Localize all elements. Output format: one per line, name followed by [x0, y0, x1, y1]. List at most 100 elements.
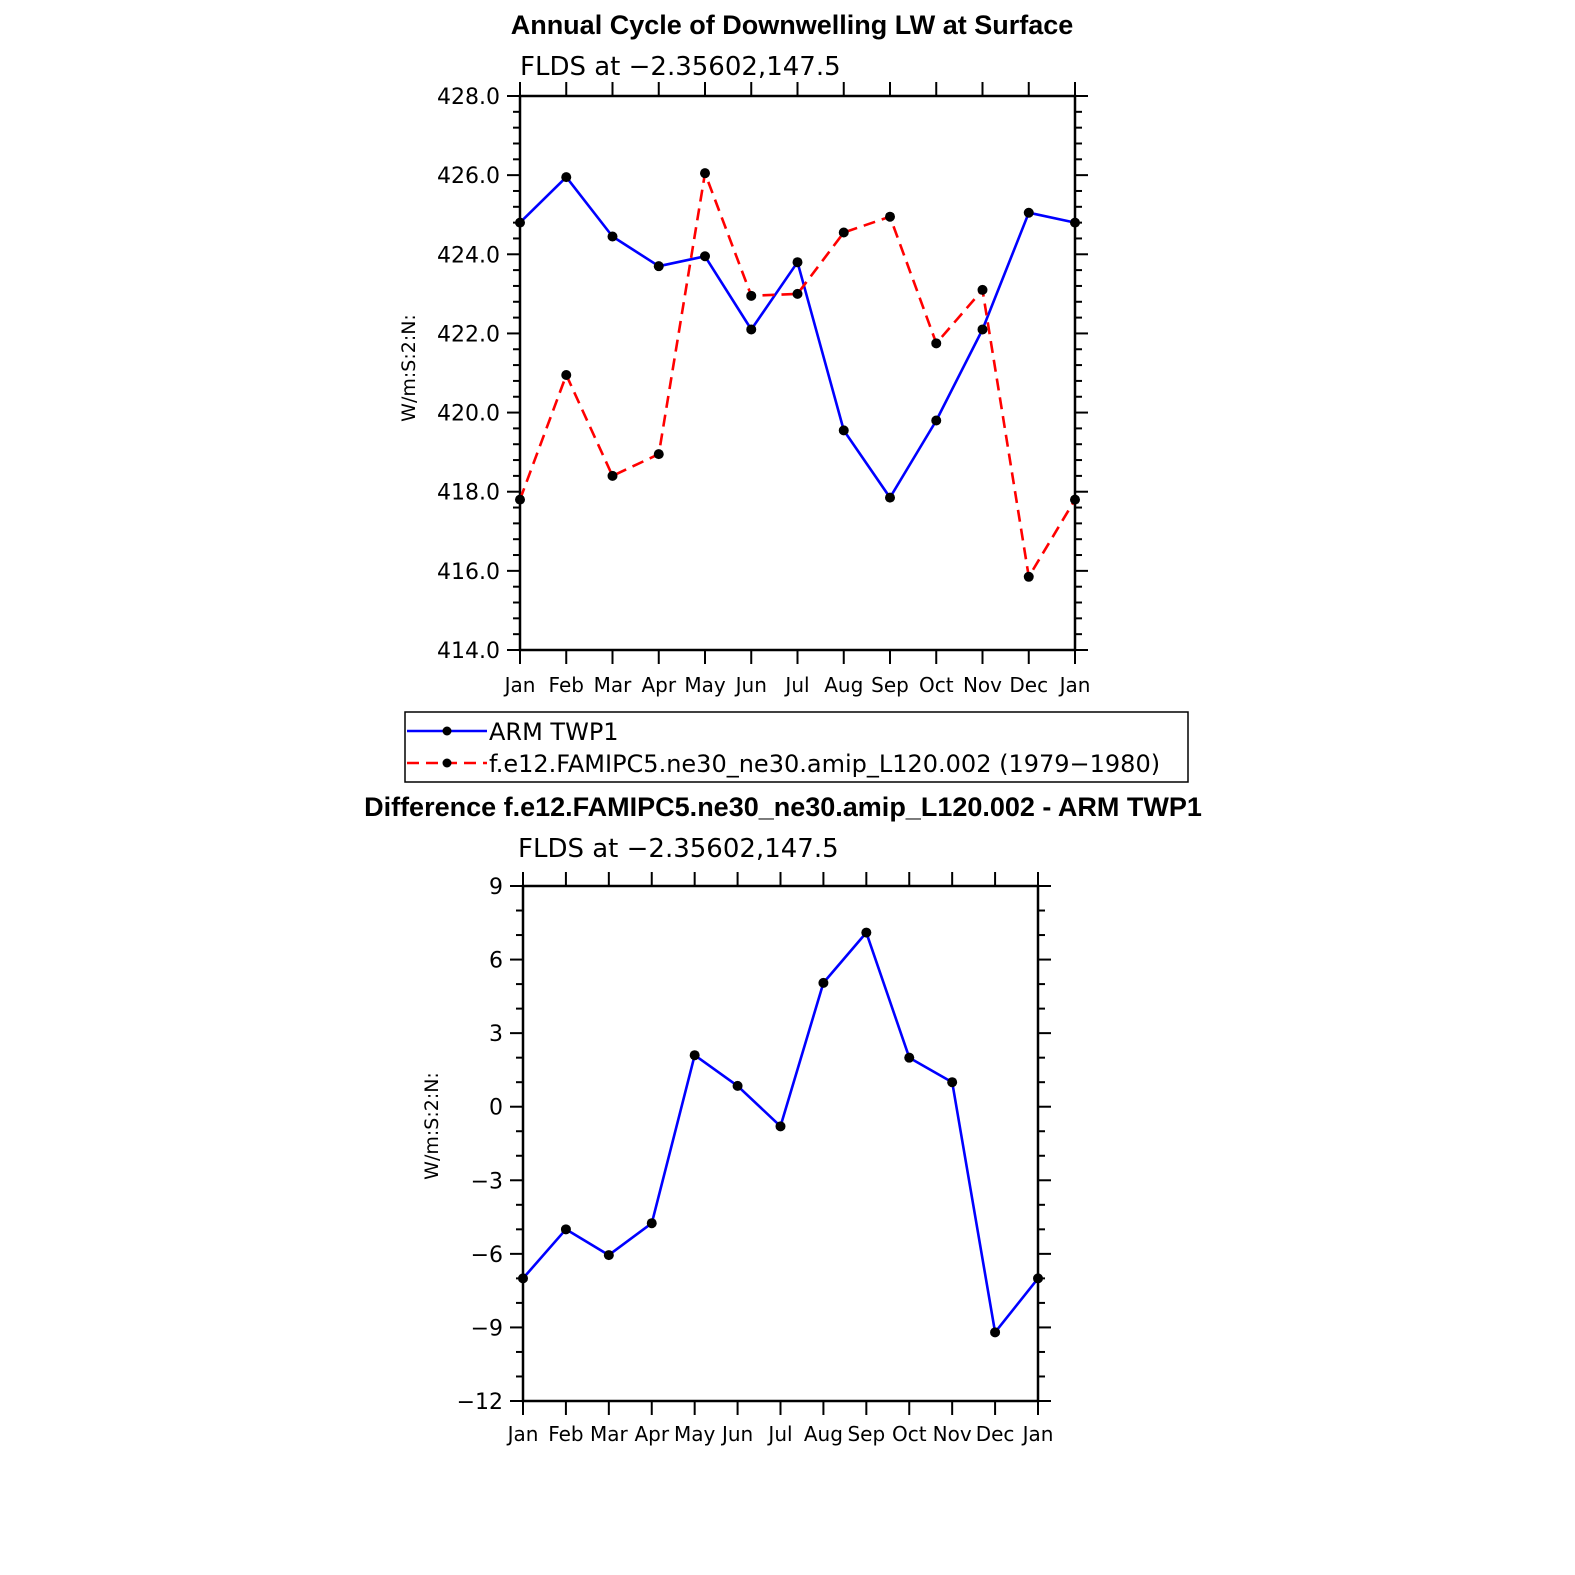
- data-point-0: [947, 1077, 958, 1088]
- x-tick-label: Jul: [766, 1422, 792, 1446]
- legend-box: [404, 711, 1189, 783]
- data-point-0: [818, 977, 829, 988]
- series-line-0: [522, 931, 1040, 1334]
- plot-frame: −12 −9 −6 −3 0 3 6 9 Jan Feb Mar Apr May Jun Jul Aug Sep…: [457, 872, 1054, 1446]
- y-tick-label: −9: [471, 1316, 503, 1341]
- x-tick-label: Feb: [549, 673, 584, 697]
- legend-label-arm: ARM TWP1: [489, 718, 619, 746]
- x-tick-label: Apr: [634, 1422, 669, 1446]
- data-point-0: [689, 1050, 700, 1061]
- data-point-0: [653, 261, 664, 272]
- y-tick-label: 426.0: [437, 164, 500, 189]
- legend-label-model: f.e12.FAMIPC5.ne30_ne30.amip_L120.002 (1…: [489, 750, 1160, 778]
- x-tick-label: Oct: [892, 1422, 927, 1446]
- chart-title: Difference f.e12.FAMIPC5.ne30_ne30.amip_…: [364, 792, 1202, 822]
- series-line-0: [519, 175, 1076, 499]
- chart-subtitle: FLDS at −2.35602,147.5: [518, 834, 839, 864]
- y-tick-label: 0: [489, 1096, 503, 1121]
- data-point-1: [607, 470, 618, 481]
- data-point-1: [653, 449, 664, 460]
- data-point-0: [603, 1250, 614, 1261]
- y-tick-label: 6: [489, 949, 503, 974]
- data-point-0: [746, 324, 757, 335]
- plot-marks: [518, 927, 1043, 1338]
- data-point-0: [700, 251, 710, 262]
- plot-frame: 414.0 416.0 418.0 420.0 422.0 424.0 426.0 428.0…: [437, 82, 1090, 697]
- x-tick-label: Jun: [734, 673, 767, 697]
- y-tick-label: 424.0: [437, 243, 500, 268]
- data-point-0: [561, 172, 572, 183]
- x-tick-label: Jan: [1021, 1422, 1054, 1446]
- data-point-0: [646, 1218, 657, 1229]
- data-point-1: [931, 338, 942, 349]
- data-point-0: [560, 1224, 571, 1235]
- y-tick-label: 420.0: [437, 402, 500, 427]
- y-axis-label: W/m:S:2:N:: [421, 1072, 443, 1180]
- data-point-0: [990, 1327, 1001, 1338]
- y-tick-label: −12: [457, 1390, 503, 1415]
- x-tick-label: Jul: [783, 673, 809, 697]
- y-tick-label: 3: [489, 1022, 503, 1047]
- plot-border: [518, 94, 1077, 652]
- data-point-0: [1023, 207, 1034, 218]
- x-tick-label: Sep: [871, 673, 909, 697]
- x-tick-label: May: [674, 1422, 716, 1446]
- x-tick-label: Dec: [976, 1422, 1015, 1446]
- y-tick-label: 422.0: [437, 322, 500, 347]
- chart-title: Annual Cycle of Downwelling LW at Surfac…: [511, 10, 1074, 40]
- data-point-0: [732, 1080, 743, 1091]
- x-tick-label: Apr: [641, 673, 676, 697]
- data-point-1: [792, 288, 803, 299]
- data-point-0: [792, 257, 803, 268]
- data-point-0: [1033, 1273, 1043, 1284]
- y-tick-label: 9: [489, 875, 503, 900]
- data-point-1: [515, 494, 525, 505]
- legend: ARM TWP1 f.e12.FAMIPC5.ne30_ne30.amip_L1…: [404, 711, 1189, 783]
- annual-cycle-chart: Annual Cycle of Downwelling LW at Surfac…: [398, 10, 1090, 697]
- x-tick-label: Aug: [804, 1422, 843, 1446]
- x-tick-label: May: [684, 673, 726, 697]
- x-tick-label: Aug: [824, 673, 863, 697]
- data-point-0: [885, 492, 895, 503]
- data-point-1: [885, 211, 895, 222]
- data-point-1: [700, 168, 710, 179]
- y-tick-label: −3: [471, 1169, 503, 1194]
- x-tick-label: Mar: [594, 673, 633, 697]
- series-line-1: [518, 171, 1077, 579]
- data-point-0: [861, 927, 872, 938]
- x-tick-label: Jan: [503, 673, 536, 697]
- plot-marks: [515, 168, 1080, 582]
- data-point-0: [904, 1052, 915, 1063]
- data-point-1: [977, 284, 988, 295]
- y-axis-label: W/m:S:2:N:: [398, 314, 420, 422]
- data-point-1: [1023, 571, 1034, 582]
- x-tick-label: Nov: [933, 1422, 972, 1446]
- data-point-0: [838, 425, 849, 436]
- legend-marker-model: [442, 758, 452, 768]
- data-point-1: [1070, 494, 1080, 505]
- y-tick-label: 414.0: [437, 639, 500, 664]
- y-tick-label: 416.0: [437, 560, 500, 585]
- legend-marker-arm: [442, 726, 452, 736]
- x-tick-label: Jan: [1058, 673, 1091, 697]
- x-tick-label: Oct: [919, 673, 954, 697]
- data-point-1: [746, 290, 757, 301]
- data-point-0: [977, 324, 988, 335]
- data-point-0: [775, 1121, 786, 1132]
- x-tick-label: Jun: [720, 1422, 753, 1446]
- data-point-1: [838, 227, 849, 238]
- data-point-0: [607, 231, 618, 242]
- data-point-0: [518, 1273, 528, 1284]
- y-tick-label: −6: [471, 1243, 503, 1268]
- x-tick-label: Sep: [847, 1422, 885, 1446]
- y-tick-label: 418.0: [437, 481, 500, 506]
- x-tick-label: Feb: [548, 1422, 583, 1446]
- data-point-0: [931, 415, 942, 426]
- x-tick-label: Mar: [590, 1422, 629, 1446]
- difference-chart: Difference f.e12.FAMIPC5.ne30_ne30.amip_…: [364, 792, 1202, 1446]
- data-point-1: [561, 369, 572, 380]
- x-tick-label: Jan: [506, 1422, 539, 1446]
- plot-border: [521, 884, 1040, 1403]
- chart-subtitle: FLDS at −2.35602,147.5: [520, 52, 841, 82]
